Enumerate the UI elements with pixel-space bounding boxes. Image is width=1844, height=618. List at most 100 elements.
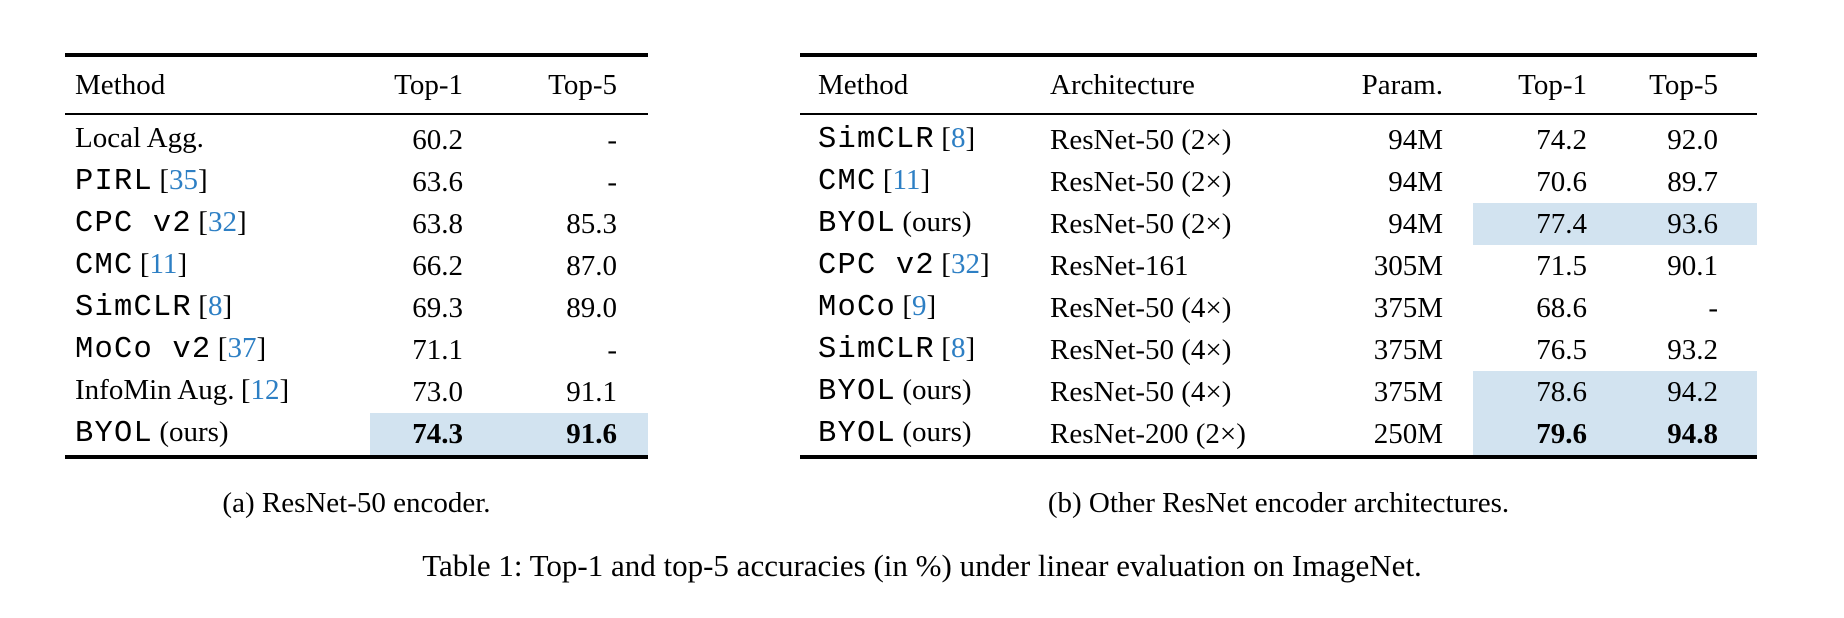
citation: [9] <box>902 290 936 322</box>
top5-value: - <box>607 333 617 366</box>
column-header-top5: Top-5 <box>475 55 648 115</box>
method-cell: SimCLR [8] <box>800 329 1050 371</box>
method-cell: SimCLR [8] <box>800 114 1050 161</box>
bracket: [ <box>198 290 208 323</box>
citation-link[interactable]: 35 <box>168 164 198 197</box>
method-suffix: (ours) <box>902 416 972 449</box>
method-cell: SimCLR [8] <box>65 287 370 329</box>
method-cell: CPC v2 [32] <box>65 203 370 245</box>
top1-value-highlighted: 78.6 <box>1473 371 1600 413</box>
citation-link[interactable]: 9 <box>911 290 927 323</box>
citation-link[interactable]: 32 <box>207 206 237 239</box>
citation-link[interactable]: 8 <box>950 122 966 155</box>
citation: [8] <box>941 332 975 364</box>
top1-value: 68.6 <box>1536 291 1587 324</box>
method-name: Local Agg. <box>75 122 204 155</box>
method-cell: MoCo v2 [37] <box>65 329 370 371</box>
bracket: ] <box>177 248 188 281</box>
param-value: 375M <box>1373 375 1443 408</box>
bracket: ] <box>965 332 976 365</box>
citation-link[interactable]: 11 <box>892 164 921 197</box>
bracket: [ <box>941 248 951 281</box>
top1-value-highlighted: 74.3 <box>370 413 475 457</box>
method-cell: BYOL (ours) <box>800 413 1050 457</box>
method-cell: CPC v2 [32] <box>800 245 1050 287</box>
architecture-cell: ResNet-50 (4×) <box>1050 291 1232 324</box>
method-cell: BYOL (ours) <box>800 371 1050 413</box>
citation: [8] <box>941 122 975 154</box>
top5-value: 91.1 <box>566 375 617 408</box>
top1-value: 70.6 <box>1536 165 1587 198</box>
top1-value: 76.5 <box>1536 333 1587 366</box>
architecture-cell: ResNet-200 (2×) <box>1050 417 1246 450</box>
citation-link[interactable]: 37 <box>227 332 257 365</box>
method-cell: PIRL [35] <box>65 161 370 203</box>
bracket: [ <box>217 332 228 365</box>
top1-value: 66.2 <box>412 249 463 282</box>
bracket: ] <box>279 374 290 407</box>
top5-value: 87.0 <box>566 249 617 282</box>
column-header-method: Method <box>800 55 1050 115</box>
bracket: ] <box>236 206 247 239</box>
bracket: [ <box>198 206 208 239</box>
top1-value: 74.2 <box>1536 123 1587 156</box>
citation-link[interactable]: 32 <box>950 248 980 281</box>
citation-link[interactable]: 8 <box>207 290 223 323</box>
top1-value: 69.3 <box>412 291 463 324</box>
results-table-resnet50: Method Top-1 Top-5 Local Agg. 60.2 - PIR… <box>65 53 648 459</box>
table-row: InfoMin Aug. [12] 73.0 91.1 <box>65 371 648 413</box>
citation: [12] <box>241 374 289 406</box>
bracket: ] <box>979 248 990 281</box>
table-row: CMC [11] ResNet-50 (2×) 94M 70.6 89.7 <box>800 161 1757 203</box>
table-row-byol: BYOL (ours) ResNet-50 (2×) 94M 77.4 93.6 <box>800 203 1757 245</box>
table-row: Local Agg. 60.2 - <box>65 114 648 161</box>
method-name: CPC v2 <box>818 249 935 284</box>
bracket: ] <box>920 164 931 197</box>
top1-value: 71.1 <box>412 333 463 366</box>
table-row: SimCLR [8] 69.3 89.0 <box>65 287 648 329</box>
method-name: MoCo v2 <box>75 333 212 368</box>
citation-link[interactable]: 11 <box>149 248 178 281</box>
param-value: 250M <box>1373 417 1443 450</box>
method-name: PIRL <box>75 165 153 200</box>
method-cell: Local Agg. <box>65 114 370 161</box>
subcaption-a: (a) ResNet-50 encoder. <box>222 487 491 519</box>
method-name: MoCo <box>818 291 896 326</box>
table-a-block: Method Top-1 Top-5 Local Agg. 60.2 - PIR… <box>65 53 648 520</box>
bracket: [ <box>139 248 150 281</box>
bracket: ] <box>965 122 976 155</box>
top1-value-highlighted: 77.4 <box>1473 203 1600 245</box>
table-row: CPC v2 [32] ResNet-161 305M 71.5 90.1 <box>800 245 1757 287</box>
param-value: 375M <box>1373 291 1443 324</box>
top5-value: 89.0 <box>566 291 617 324</box>
top5-value: 93.2 <box>1667 333 1718 366</box>
bracket: ] <box>222 290 233 323</box>
table-row: MoCo v2 [37] 71.1 - <box>65 329 648 371</box>
bracket: [ <box>902 290 912 323</box>
results-table-other-archs: Method Architecture Param. Top-1 Top-5 S… <box>800 53 1757 459</box>
citation: [11] <box>140 248 187 280</box>
citation-link[interactable]: 8 <box>950 332 966 365</box>
bracket: [ <box>941 332 951 365</box>
top1-value: 63.8 <box>412 207 463 240</box>
table-row: SimCLR [8] ResNet-50 (4×) 375M 76.5 93.2 <box>800 329 1757 371</box>
bracket: ] <box>256 332 267 365</box>
citation: [11] <box>883 164 930 196</box>
citation: [32] <box>941 248 989 280</box>
citation-link[interactable]: 12 <box>250 374 280 407</box>
citation: [8] <box>198 290 232 322</box>
top1-value-highlighted: 79.6 <box>1473 413 1600 457</box>
architecture-cell: ResNet-50 (4×) <box>1050 333 1232 366</box>
architecture-cell: ResNet-161 <box>1050 249 1189 282</box>
method-name: BYOL <box>75 417 153 452</box>
top5-value: 92.0 <box>1667 123 1718 156</box>
table-row: CPC v2 [32] 63.8 85.3 <box>65 203 648 245</box>
column-header-top1: Top-1 <box>1473 55 1600 115</box>
param-value: 94M <box>1388 165 1443 198</box>
table-row-byol: BYOL (ours) ResNet-50 (4×) 375M 78.6 94.2 <box>800 371 1757 413</box>
architecture-cell: ResNet-50 (2×) <box>1050 123 1232 156</box>
param-value: 375M <box>1373 333 1443 366</box>
subcaption-b: (b) Other ResNet encoder architectures. <box>1047 487 1510 519</box>
top5-value-highlighted: 91.6 <box>475 413 648 457</box>
